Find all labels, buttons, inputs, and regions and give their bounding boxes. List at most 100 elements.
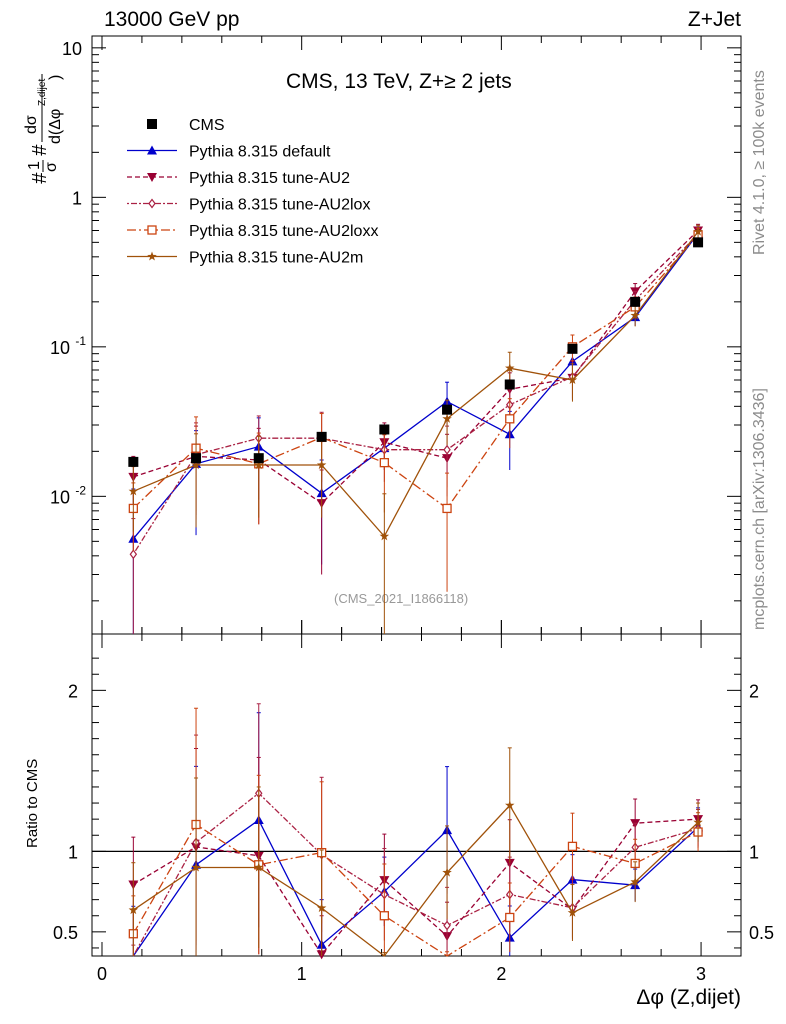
pythia-8-315-tune-au2m-ratio-point — [128, 905, 139, 915]
series-layer — [128, 223, 704, 960]
legend-label: Pythia 8.315 tune-AU2lox — [189, 197, 370, 214]
mcplots-site-text: mcplots.cern.ch [arXiv:1306.3436] — [751, 388, 768, 630]
pythia-8-315-tune-au2m-point — [630, 310, 640, 320]
y-tick-exponent: -2 — [75, 483, 86, 497]
legend-entry: Pythia 8.315 tune-AU2 — [127, 170, 350, 187]
svg-text:): ) — [47, 75, 64, 80]
legend-label: Pythia 8.315 tune-AU2m — [189, 250, 363, 267]
main-y-axis-label: # 1 σ # dσ d(Δφ Z,dijet ) — [23, 74, 64, 184]
pythia-8-315-tune-au2m-line — [133, 231, 699, 538]
cms-data-point — [504, 379, 515, 390]
pythia-8-315-tune-au2loxx-point — [379, 458, 389, 468]
ratio-plot-frame — [91, 633, 742, 957]
pythia-8-315-tune-au2m-ratio-point — [693, 817, 703, 827]
legend: CMS Pythia 8.315 default Pythia 8.315 tune… — [127, 117, 378, 267]
x-tick-label: 1 — [297, 964, 307, 984]
x-axis-ticks: 0 1 2 3 — [97, 36, 706, 984]
legend-entry: Pythia 8.315 tune-AU2loxx — [127, 223, 378, 240]
cms-data-point — [567, 343, 578, 354]
pythia-8-315-tune-au2lox-point — [443, 444, 451, 455]
analysis-label: (CMS_2021_I1866118) — [334, 591, 468, 606]
pythia-8-315-tune-au2m-ratio-point — [630, 876, 640, 886]
cms-data-point — [316, 431, 327, 442]
pythia-8-315-tune-au2m-point — [442, 413, 452, 423]
ratio-tick-label-left: 1 — [68, 842, 78, 862]
pythia-8-315-tune-au2m-point — [128, 486, 139, 496]
cms-data-point — [630, 296, 641, 307]
legend-label: Pythia 8.315 tune-AU2loxx — [189, 223, 378, 240]
y-tick-exponent: -1 — [75, 334, 86, 348]
pythia-8-315-tune-au2-ratio-line — [132, 818, 699, 956]
svg-text:1: 1 — [26, 161, 43, 170]
cms-data-point — [253, 453, 264, 464]
pythia-8-315-tune-au2lox-line — [132, 233, 699, 555]
pythia-8-315-tune-au2m-point — [693, 226, 703, 236]
legend-label: Pythia 8.315 default — [189, 144, 331, 161]
pythia-8-315-tune-au2m-ratio-line — [132, 804, 699, 957]
pythia-8-315-tune-au2m-ratio-point — [442, 867, 452, 877]
svg-text:d(Δφ: d(Δφ — [47, 109, 64, 144]
main-axes: 10 1 10 -1 10 -2 — [50, 39, 741, 602]
pythia-8-315-tune-au2-line — [133, 230, 699, 505]
pythia-8-315-tune-au2m-point — [567, 375, 578, 384]
legend-marker — [147, 225, 157, 235]
svg-text:#: # — [29, 144, 51, 156]
header-left-text: 13000 GeV pp — [104, 8, 239, 31]
legend-entry: Pythia 8.315 tune-AU2lox — [127, 197, 370, 214]
ratio-axes: 2 2 1 1 0.5 0.5 — [53, 657, 774, 949]
x-tick-label: 2 — [496, 964, 506, 984]
cms-data-point — [191, 453, 202, 464]
pythia-8-315-tune-au2loxx-line — [132, 234, 699, 510]
cms-data-point — [379, 424, 390, 435]
pythia-8-315-tune-au2loxx-ratio-point — [379, 911, 389, 921]
legend-label: Pythia 8.315 tune-AU2 — [189, 170, 350, 187]
cms-data-point — [128, 456, 139, 467]
pythia-8-315-tune-au2loxx-ratio-point — [567, 841, 578, 852]
svg-text:#: # — [29, 172, 51, 184]
ratio-tick-label-right: 1 — [749, 842, 759, 862]
legend-entry: CMS — [147, 117, 225, 134]
svg-text:Z,dijet: Z,dijet — [37, 79, 48, 106]
pythia-8-315-tune-au2m-ratio-point — [254, 862, 264, 872]
legend-marker — [147, 251, 157, 261]
legend-marker — [148, 198, 156, 209]
y-tick-label: 10 — [50, 487, 70, 507]
legend-entry: Pythia 8.315 default — [127, 144, 331, 161]
x-axis-label: Δφ (Z,dijet) — [636, 986, 741, 1009]
y-tick-label: 10 — [50, 338, 70, 358]
pythia-8-315-tune-au2m-point — [191, 460, 201, 470]
legend-entry: Pythia 8.315 tune-AU2m — [127, 250, 363, 267]
pythia-8-315-tune-au2lox-ratio-line — [132, 792, 699, 957]
pythia-8-315-tune-au2lox-point — [129, 549, 138, 560]
header-right-text: Z+Jet — [688, 8, 741, 31]
y-tick-label: 1 — [72, 188, 82, 208]
ratio-y-axis-label: Ratio to CMS — [24, 759, 41, 848]
pythia-8-315-tune-au2m-point — [379, 531, 390, 541]
cms-data-point — [442, 404, 453, 415]
ratio-tick-label-right: 2 — [749, 681, 759, 701]
cms-data-point — [693, 237, 704, 248]
svg-text:dσ: dσ — [23, 115, 40, 134]
series-4 — [128, 224, 703, 957]
svg-text:σ: σ — [43, 162, 60, 172]
pythia-8-315-tune-au2loxx-ratio-point — [505, 912, 515, 923]
pythia-8-315-tune-au2m-ratio-point — [191, 862, 201, 872]
pythia-8-315-tune-au2lox-ratio-point — [443, 920, 451, 931]
ratio-tick-label-left: 0.5 — [53, 923, 78, 943]
legend-marker — [147, 145, 157, 155]
pythia-8-315-tune-au2m-point — [316, 460, 327, 470]
rivet-version-text: Rivet 4.1.0, ≥ 100k events — [751, 70, 768, 255]
legend-label: CMS — [189, 117, 225, 134]
pythia-8-315-tune-au2m-ratio-point — [316, 903, 327, 913]
ratio-tick-label-right: 0.5 — [749, 923, 774, 943]
pythia-8-315-tune-au2loxx-point — [442, 503, 452, 514]
x-tick-label: 3 — [696, 964, 706, 984]
pythia-8-315-tune-au2loxx-point — [505, 414, 515, 424]
pythia-8-315-default-line — [132, 232, 699, 540]
pythia-8-315-tune-au2m-ratio-point — [505, 800, 515, 810]
legend-marker — [147, 173, 157, 182]
ratio-tick-label-left: 2 — [68, 681, 78, 701]
pythia-8-315-tune-au2m-point — [505, 363, 515, 373]
pythia-8-315-tune-au2m-ratio-point — [567, 907, 578, 917]
